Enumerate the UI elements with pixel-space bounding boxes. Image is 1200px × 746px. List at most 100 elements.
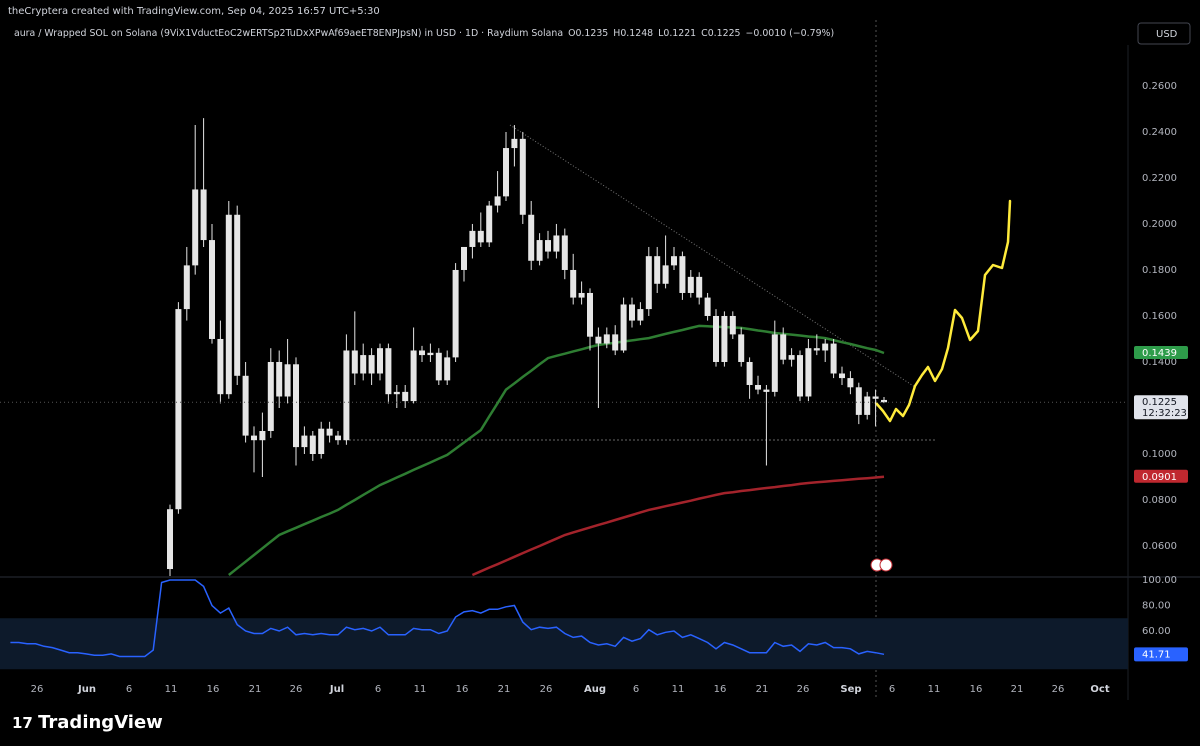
candle-body [360,355,367,374]
candle-body [200,189,207,241]
candle-body [788,355,795,360]
candle-body [755,384,761,390]
candle-body [377,348,383,374]
x-tick-label: 21 [249,684,262,695]
rsi-tick-label: 60.00 [1142,626,1171,637]
candle-body [385,348,392,395]
candle-body [452,269,459,358]
ohlc: C0.1225 [701,28,740,39]
x-tick-label: Oct [1090,684,1109,695]
candle-body [209,240,215,339]
candle-body [167,509,173,570]
candle-body [855,387,862,415]
x-tick-label: Sep [840,684,861,695]
symbol: aura / Wrapped SOL on Solana (9ViX1Vduct… [14,28,563,39]
y-tick-label: 0.2600 [1142,81,1177,92]
x-tick-label: 21 [756,684,769,695]
candle-body [822,343,829,351]
ohlc: L0.1221 [658,28,696,39]
x-tick-label: 26 [540,684,553,695]
candle-body [805,348,812,397]
ohlc: −0.0010 (−0.79%) [746,28,835,39]
y-tick-label: 0.1800 [1142,265,1177,276]
candle-body [284,364,291,397]
y-tick-label: 0.1400 [1142,357,1177,368]
candle-body [679,256,686,293]
candle-body [738,334,745,362]
candle-body [402,391,409,402]
candle-body [435,352,442,381]
candle-body [570,269,577,298]
candle-body [704,297,711,316]
x-tick-label: 11 [414,684,427,695]
candle-body [687,276,694,293]
x-tick-label: 11 [165,684,178,695]
x-tick-label: 16 [207,684,220,695]
x-tick-label: 21 [498,684,511,695]
rsi-pane [0,579,1128,670]
candle-body [881,399,887,403]
candle-body [318,428,325,455]
candle-body [578,292,585,298]
candle-body [620,304,627,351]
rsi-badge [1134,647,1188,662]
candle-body [713,315,719,362]
y-tick-label: 0.1600 [1142,311,1177,322]
candle-body [301,435,308,448]
candle-body [763,389,770,392]
candle-body [335,435,341,441]
candle-body [637,309,644,321]
candle-body [267,361,274,431]
price-badge [1134,395,1188,420]
countdown: 12:32:23 [1142,408,1187,419]
candle-body [276,361,283,397]
candle-body [629,304,635,321]
candle-body [671,256,677,266]
candle-body [797,355,803,397]
candle-body [645,256,652,310]
candle-body [427,352,434,356]
candle-body [368,355,375,374]
candle-body [536,240,543,261]
y-tick-label: 0.0800 [1142,495,1177,506]
x-tick-label: 6 [889,684,895,695]
candle-body [780,334,787,360]
candle-body [183,265,190,310]
candle-body [729,315,736,335]
brand-name: TradingView [38,712,163,733]
credit: theCryptera created with TradingView.com… [8,6,380,17]
candle-body [721,315,728,362]
ohlc: H0.1248 [613,28,653,39]
x-tick-label: 26 [797,684,810,695]
x-tick-label: 11 [672,684,685,695]
candle-body [477,230,484,243]
candle-body [494,196,501,206]
price-badge-label: 0.1225 [1142,397,1177,408]
candle-body [444,357,451,381]
x-tick-label: 6 [633,684,639,695]
candle-body [343,350,350,441]
candle-body [175,309,182,510]
candle-body [293,364,299,448]
x-tick-label: 16 [714,684,727,695]
x-tick-label: 11 [928,684,941,695]
y-tick-label: 0.2400 [1142,127,1177,138]
rsi-tick-label: 80.00 [1142,601,1171,612]
moving-average [471,475,885,576]
x-tick-label: 16 [970,684,983,695]
x-tick-label: 26 [290,684,303,695]
candle-body [662,265,669,284]
symbol-line: aura / Wrapped SOL on Solana (9ViX1Vduct… [14,28,834,39]
candle-body [393,391,400,395]
candle-body [461,246,467,270]
currency[interactable]: USD [1156,29,1178,40]
candle-body [503,148,509,197]
price-badge [1134,346,1188,360]
event-flag[interactable] [879,558,893,572]
currency-button[interactable] [1137,22,1191,45]
y-tick-label: 0.1000 [1142,449,1177,460]
candle-body [561,235,568,270]
candle-body [864,396,871,415]
candle-body [746,361,753,385]
candle-body [771,334,778,392]
